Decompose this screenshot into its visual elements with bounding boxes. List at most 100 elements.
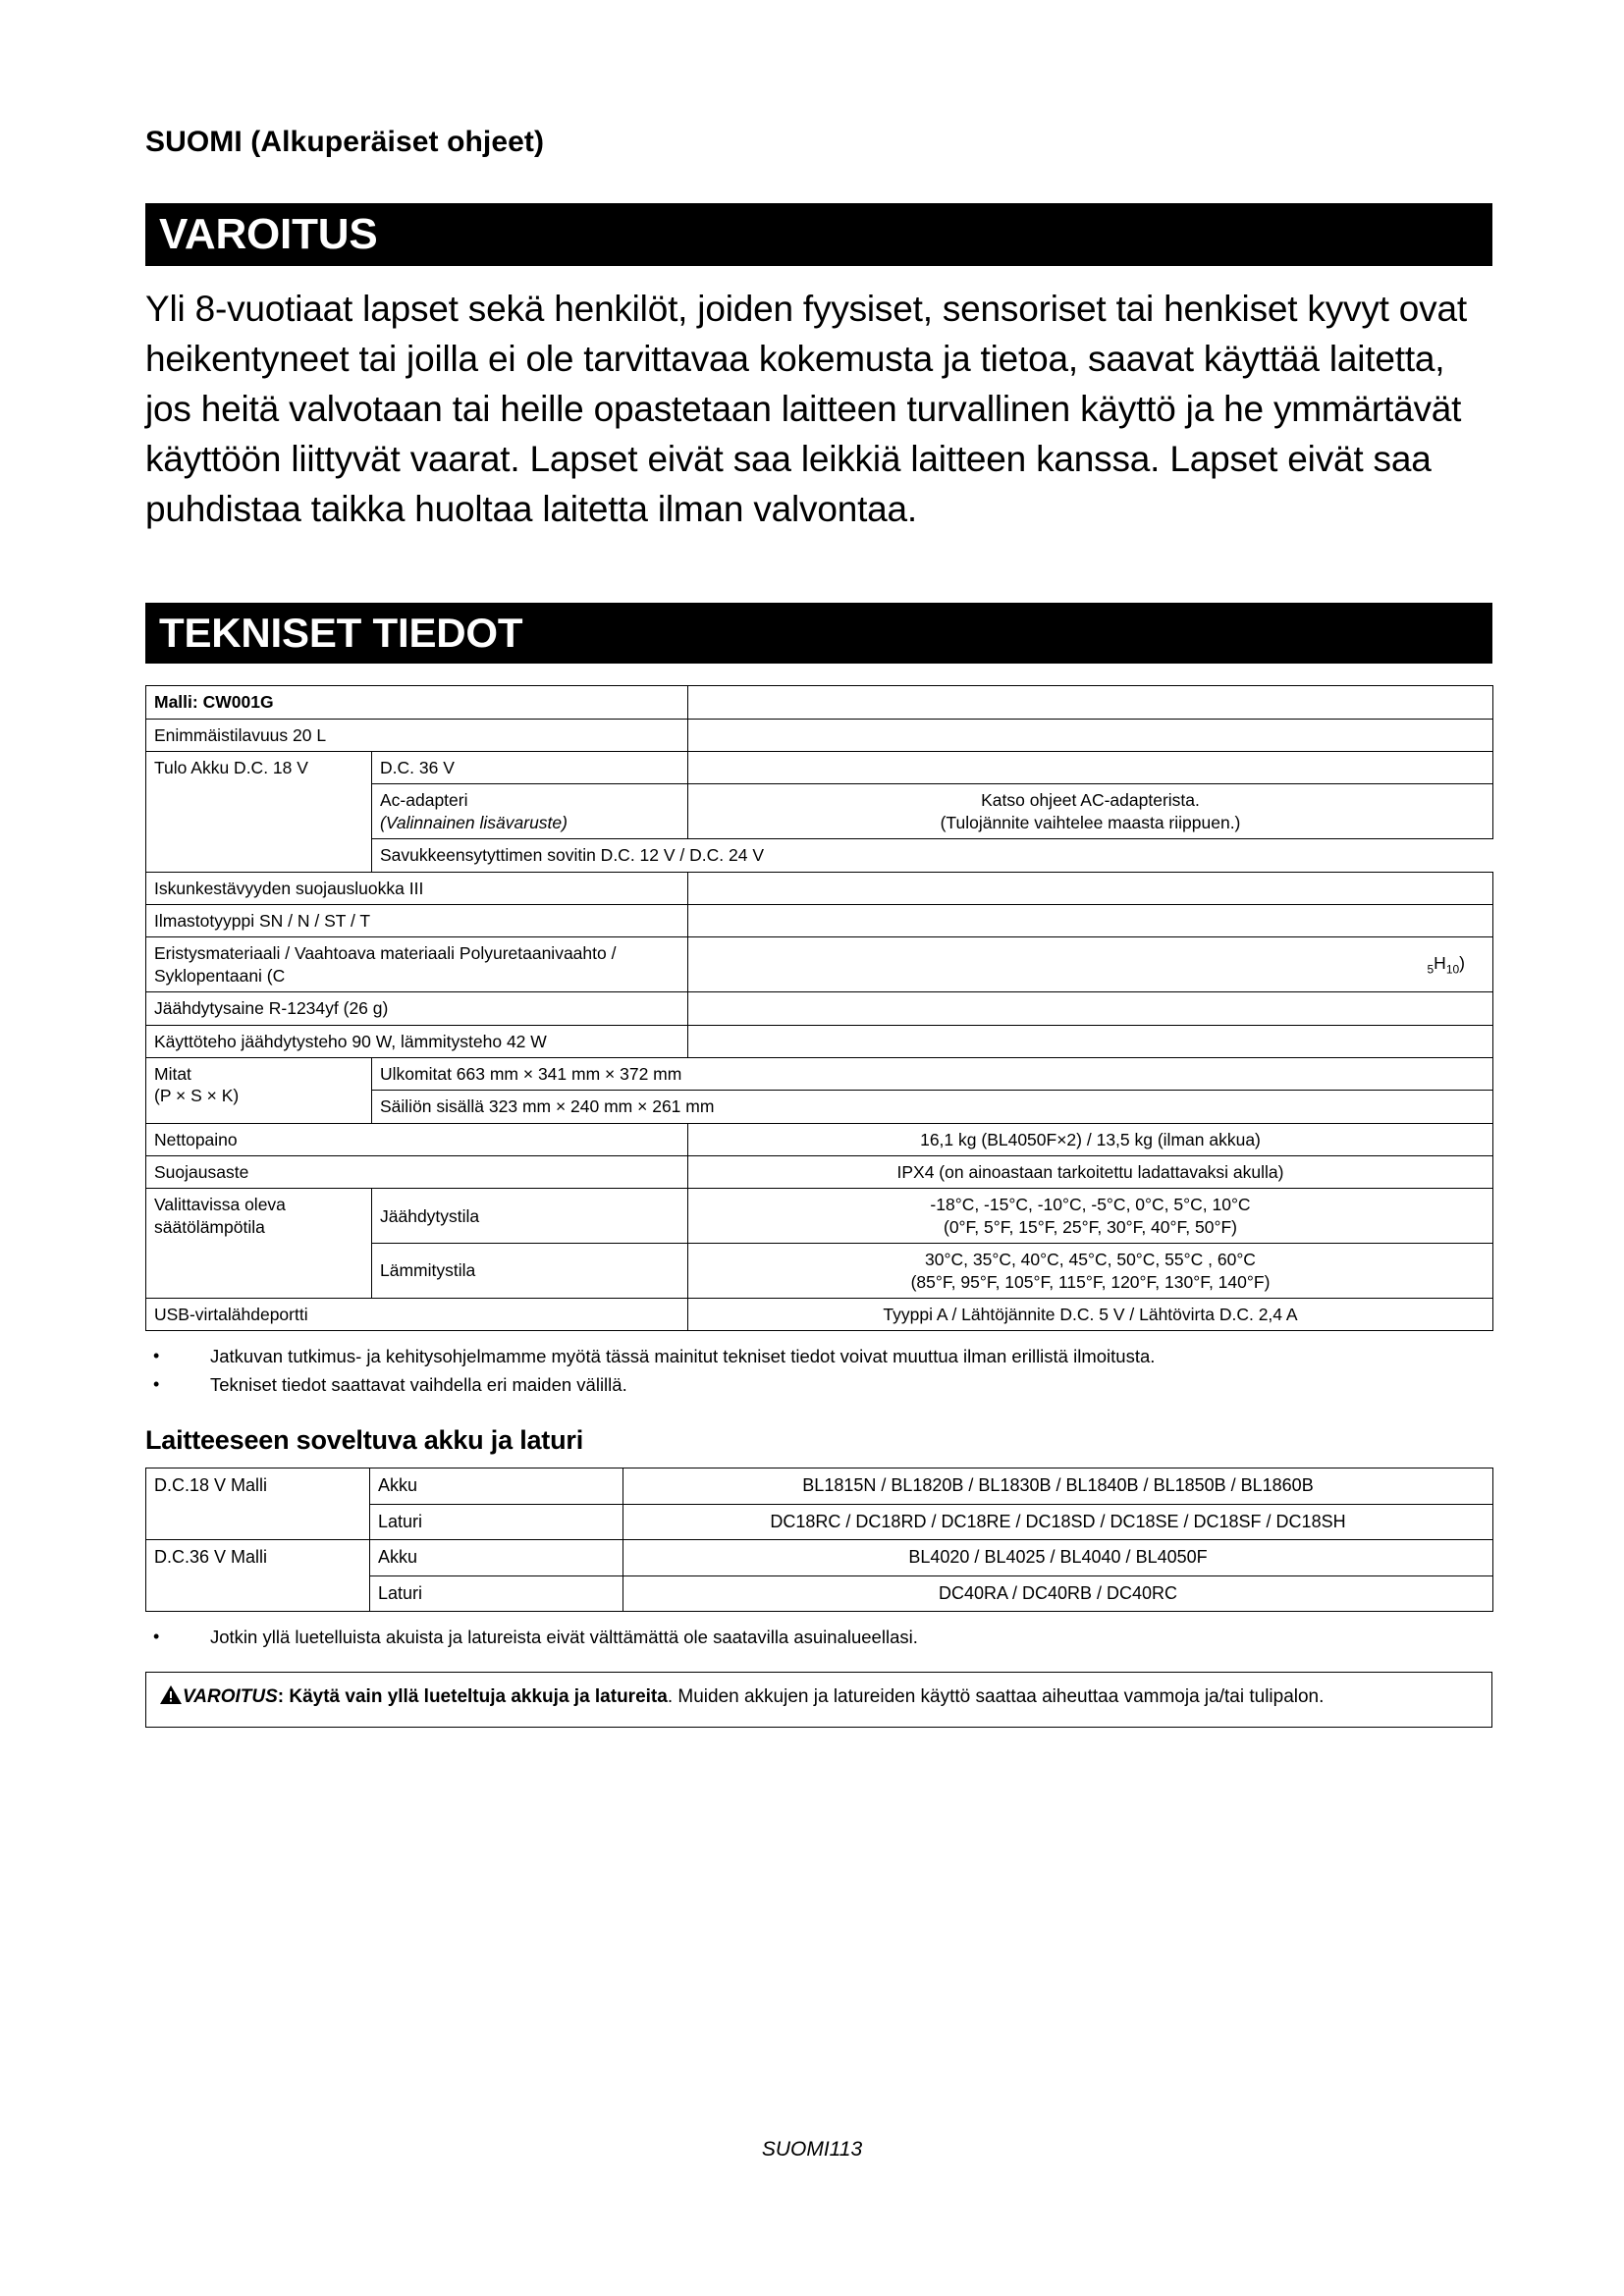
specs-notes-list: Jatkuvan tutkimus- ja kehitysohjelmamme … [145,1344,1492,1398]
battery-type-36v-akku: Akku [369,1539,623,1576]
ac-adapter-value-line1: Katso ohjeet AC-adapterista. [981,790,1200,811]
warning-bar-label: VAROITUS [159,210,378,258]
table-row: Iskunkestävyyden suojausluokka III [145,871,1493,905]
insulation-prefix: Eristysmateriaali / Vaahtoava materiaali… [154,943,617,986]
spec-insulation-label: Eristysmateriaali / Vaahtoava materiaali… [145,936,688,993]
spec-climate-type: Ilmastotyyppi SN / N / ST / T [145,903,688,938]
insulation-h: H [1434,952,1446,973]
battery-type-18v-akku: Akku [369,1468,623,1505]
spec-shock-protection-value [687,871,1493,905]
heating-value-fahrenheit: (85°F, 95°F, 105°F, 115°F, 120°F, 130°F,… [910,1271,1271,1292]
ac-adapter-optional-note: (Valinnainen lisävaruste) [380,812,568,832]
battery-section-heading: Laitteeseen soveltuva akku ja laturi [145,1425,583,1456]
spec-cooling-value: -18°C, -15°C, -10°C, -5°C, 0°C, 5°C, 10°… [687,1188,1493,1245]
insulation-sub-5: 5 [1427,962,1435,977]
spec-heating-value: 30°C, 35°C, 40°C, 45°C, 50°C, 55°C , 60°… [687,1243,1493,1300]
table-row: D.C.18 V Malli Akku BL1815N / BL1820B / … [145,1468,1493,1541]
list-item: Jotkin yllä luetelluista akuista ja latu… [145,1625,1492,1650]
list-item: Jatkuvan tutkimus- ja kehitysohjelmamme … [145,1344,1492,1369]
battery-type-18v-laturi: Laturi [369,1503,623,1541]
table-row: Enimmäistilavuus 20 L [145,718,1493,753]
battery-charger-table: D.C.18 V Malli Akku BL1815N / BL1820B / … [145,1468,1493,1612]
caution-bold-text: Käytä vain yllä lueteltuja akkuja ja lat… [289,1685,668,1707]
ac-adapter-value-line2: (Tulojännite vaihtelee maasta riippuen.) [940,812,1241,832]
spec-usb-value: Tyyppi A / Lähtöjännite D.C. 5 V / Lähtö… [687,1298,1493,1332]
spec-refrigerant-value [687,991,1493,1026]
table-row: Säiliön sisällä 323 mm × 240 mm × 261 mm [146,1090,1493,1124]
table-row: D.C.36 V Malli Akku BL4020 / BL4025 / BL… [145,1539,1493,1612]
battery-value-18v-akku: BL1815N / BL1820B / BL1830B / BL1840B / … [623,1468,1493,1505]
spec-input-battery-value: D.C. 36 V [371,751,688,785]
table-row: Ac-adapteri (Valinnainen lisävaruste) Ka… [146,783,1493,840]
spec-net-weight-value: 16,1 kg (BL4050F×2) / 13,5 kg (ilman akk… [687,1122,1493,1157]
spec-power-value [687,1024,1493,1058]
caution-rest-text: . Muiden akkujen ja latureiden käyttö sa… [667,1685,1325,1707]
spec-dimensions-label: Mitat (P × S × K) [145,1056,372,1124]
spec-net-weight-label: Nettopaino [145,1122,688,1157]
warning-section-bar: VAROITUS [145,203,1492,266]
spec-ac-adapter-value: Katso ohjeet AC-adapterista. (Tulojännit… [687,783,1493,840]
insulation-sub-10: 10 [1445,962,1460,977]
caution-colon: : [277,1685,285,1707]
cooling-value-celsius: -18°C, -15°C, -10°C, -5°C, 0°C, 5°C, 10°… [930,1195,1251,1215]
table-row: Suojausaste IPX4 (on ainoastaan tarkoite… [145,1155,1493,1190]
ac-adapter-name: Ac-adapteri [380,790,468,811]
spec-input-battery-right [687,751,1493,785]
spec-input-label: Tulo Akku D.C. 18 V [145,751,372,873]
table-row: Lämmitystila 30°C, 35°C, 40°C, 45°C, 50°… [146,1243,1493,1300]
temp-label-line2: säätölämpötila [154,1216,265,1237]
page-content: SUOMI (Alkuperäiset ohjeet) VAROITUS Yli… [145,126,1493,1728]
table-row: Mitat (P × S × K) Ulkomitat 663 mm × 341… [145,1056,1493,1124]
insulation-suffix: ) [1459,952,1465,973]
spec-refrigerant: Jäähdytysaine R-1234yf (26 g) [145,991,688,1026]
spec-temp-label: Valittavissa oleva säätölämpötila [145,1188,372,1300]
spec-climate-type-value [687,903,1493,938]
spec-dimensions-outer: Ulkomitat 663 mm × 341 mm × 372 mm [371,1056,1493,1092]
table-row: Nettopaino 16,1 kg (BL4050F×2) / 13,5 kg… [145,1122,1493,1157]
spec-protection-label: Suojausaste [145,1155,688,1190]
spec-model-label: Malli: CW001G [145,685,688,720]
spec-cigarette-adapter: Savukkeensytyttimen sovitin D.C. 12 V / … [371,838,1493,873]
table-row: Laturi DC18RC / DC18RD / DC18RE / DC18SD… [146,1503,1493,1541]
table-row: Jäähdytysaine R-1234yf (26 g) [145,991,1493,1026]
table-row: USB-virtalähdeportti Tyyppi A / Lähtöjän… [145,1298,1493,1332]
spec-heating-label: Lämmitystila [371,1243,688,1300]
temp-label-line1: Valittavissa oleva [154,1195,286,1215]
page-title: SUOMI (Alkuperäiset ohjeet) [145,126,545,158]
battery-model-18v: D.C.18 V Malli [145,1468,370,1541]
table-row: Malli: CW001G [145,685,1493,720]
spec-insulation-formula: 5H10) [687,936,1493,993]
caution-box: VAROITUS: Käytä vain yllä lueteltuja akk… [145,1671,1492,1728]
battery-notes-list: Jotkin yllä luetelluista akuista ja latu… [145,1625,1492,1650]
spec-shock-protection: Iskunkestävyyden suojausluokka III [145,871,688,905]
caution-title: VAROITUS [183,1685,278,1707]
heating-value-celsius: 30°C, 35°C, 40°C, 45°C, 50°C, 55°C , 60°… [925,1250,1256,1270]
table-row: Laturi DC40RA / DC40RB / DC40RC [146,1575,1493,1612]
table-row: Tulo Akku D.C. 18 V D.C. 36 V [145,751,1493,873]
specs-bar-label: TEKNISET TIEDOT [159,610,523,657]
specifications-table: Malli: CW001G Enimmäistilavuus 20 L Tulo… [145,685,1493,1332]
spec-model-value [687,685,1493,720]
spec-dimensions-inner: Säiliön sisällä 323 mm × 240 mm × 261 mm [371,1090,1493,1124]
warning-paragraph: Yli 8-vuotiaat lapset sekä henkilöt, joi… [145,289,1467,530]
table-row: Savukkeensytyttimen sovitin D.C. 12 V / … [146,838,1493,873]
battery-value-18v-laturi: DC18RC / DC18RD / DC18RE / DC18SD / DC18… [623,1503,1493,1541]
battery-value-36v-laturi: DC40RA / DC40RB / DC40RC [623,1575,1493,1612]
spec-capacity-value [687,718,1493,753]
spec-capacity-label: Enimmäistilavuus 20 L [145,718,688,753]
spec-power: Käyttöteho jäähdytysteho 90 W, lämmityst… [145,1024,688,1058]
specs-section-bar: TEKNISET TIEDOT [145,603,1492,665]
spec-cooling-label: Jäähdytystila [371,1188,688,1245]
spec-usb-label: USB-virtalähdeportti [145,1298,688,1332]
table-row: Eristysmateriaali / Vaahtoava materiaali… [145,936,1493,993]
spec-ac-adapter-label: Ac-adapteri (Valinnainen lisävaruste) [371,783,688,840]
list-item: Tekniset tiedot saattavat vaihdella eri … [145,1372,1492,1398]
table-row: Käyttöteho jäähdytysteho 90 W, lämmityst… [145,1024,1493,1058]
battery-value-36v-akku: BL4020 / BL4025 / BL4040 / BL4050F [623,1539,1493,1576]
spec-protection-value: IPX4 (on ainoastaan tarkoitettu ladattav… [687,1155,1493,1190]
table-row: Ilmastotyyppi SN / N / ST / T [145,903,1493,938]
dimensions-label-line2: (P × S × K) [154,1086,240,1106]
battery-model-36v: D.C.36 V Malli [145,1539,370,1612]
warning-triangle-icon [160,1684,182,1713]
